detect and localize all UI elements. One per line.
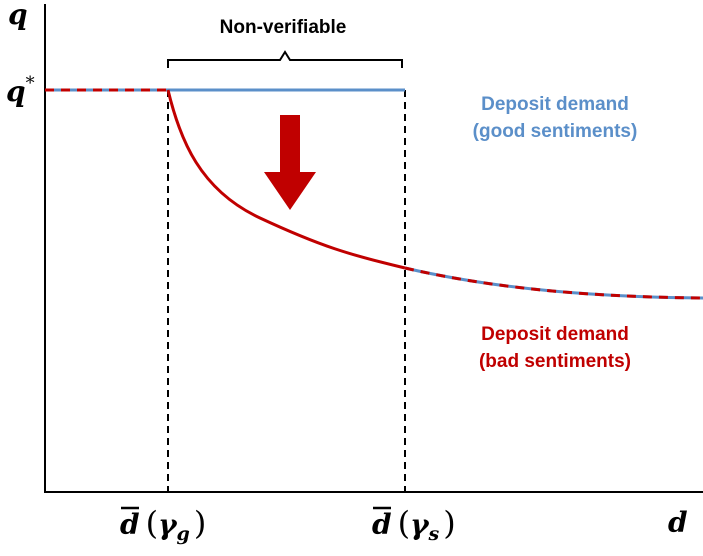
marker-open: ( xyxy=(398,504,410,542)
shared-curve-dash xyxy=(404,266,703,300)
marker-base: d xyxy=(372,508,392,541)
bad-label: Deposit demand xyxy=(481,324,629,345)
marker-close: ) xyxy=(443,504,455,542)
marker-base: d xyxy=(120,508,140,541)
marker-argument: γ xyxy=(158,508,178,541)
marker-subscript: g xyxy=(177,523,190,545)
x-axis-label: d xyxy=(668,506,688,539)
marker-label: d (γs) xyxy=(372,504,456,545)
level-superscript: * xyxy=(26,73,35,94)
bad-demand-curve xyxy=(166,89,406,270)
level-label: q* xyxy=(6,73,35,108)
marker-open: ( xyxy=(146,504,158,542)
x-marker: d (γs) xyxy=(372,504,456,545)
down-arrow xyxy=(264,115,316,210)
x-marker: d (γg) xyxy=(120,504,206,545)
marker-close: ) xyxy=(194,504,206,542)
level-symbol: q xyxy=(6,75,26,108)
good-label: (good sentiments) xyxy=(473,121,638,142)
bracket-label: Non-verifiable xyxy=(220,17,347,38)
y-axis-label: q xyxy=(8,0,28,31)
marker-subscript: s xyxy=(428,523,440,545)
marker-label: d (γg) xyxy=(120,504,206,545)
bracket xyxy=(167,50,403,68)
good-label: Deposit demand xyxy=(481,94,629,115)
marker-argument: γ xyxy=(410,508,430,541)
shared-curve xyxy=(404,266,703,300)
bad-label: (bad sentiments) xyxy=(479,351,631,372)
